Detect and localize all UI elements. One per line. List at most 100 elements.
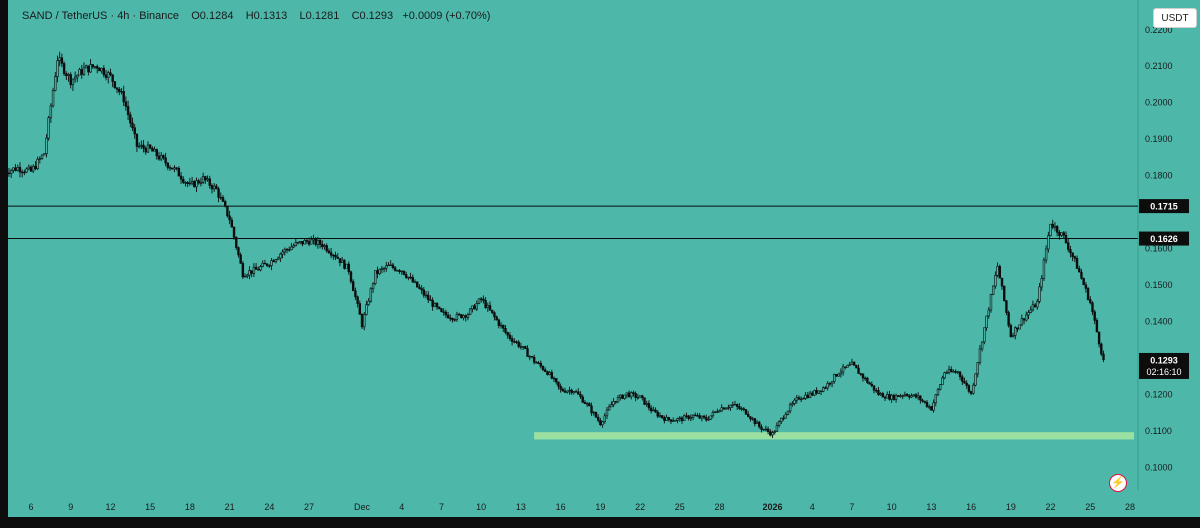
candle-body (729, 405, 732, 408)
candle-body (365, 304, 368, 315)
candle-body (961, 376, 964, 382)
candle-body (259, 266, 262, 271)
candle-body (1022, 318, 1026, 321)
candle-body (385, 265, 388, 269)
candle-body (126, 106, 130, 116)
candle-body (605, 409, 609, 417)
candle-body (824, 387, 827, 389)
candle-body (941, 377, 944, 385)
candle-body (129, 114, 132, 124)
candle-body (630, 392, 633, 398)
candle-body (841, 366, 845, 373)
candle-body (1014, 327, 1017, 336)
price-chart[interactable]: 0.2200 0.2100 0.2000 0.1900 0.1800 0.1600 0.15… (8, 0, 1200, 517)
y-tick-label: 0.1100 (1145, 426, 1172, 436)
candle-body (788, 404, 792, 412)
candle-body (901, 395, 904, 397)
candle-body (504, 327, 507, 333)
candle-body (440, 308, 443, 313)
candle-body (382, 267, 386, 270)
candle-body (221, 197, 225, 202)
candle-body (950, 368, 953, 372)
time-axis-background (8, 490, 1200, 517)
candle-body (758, 421, 761, 428)
candle-body (513, 341, 516, 343)
candle-body (939, 384, 942, 390)
candle-body (508, 334, 512, 339)
candle-body (709, 415, 712, 420)
candle-body (453, 319, 456, 321)
candle-body (791, 403, 794, 406)
candle-body (846, 365, 849, 368)
candle-body (237, 247, 240, 256)
candle-body (577, 391, 580, 395)
candle-body (974, 373, 977, 386)
candle-body (418, 286, 421, 289)
candle-body (612, 401, 615, 406)
candle-body (380, 268, 384, 270)
candle-body (888, 394, 891, 400)
chart-frame: 0.2200 0.2100 0.2000 0.1900 0.1800 0.1600 0.15… (8, 0, 1200, 517)
lightning-icon[interactable]: ⚡ (1109, 474, 1127, 492)
y-tick-label: 0.1600 (1145, 244, 1173, 254)
candle-body (241, 263, 245, 278)
candle-body (753, 418, 757, 424)
candle-body (740, 408, 743, 410)
candle-body (641, 395, 644, 398)
x-tick-label: 7 (439, 502, 444, 512)
candle-body (250, 270, 253, 274)
candle-body (177, 168, 181, 177)
candle-body (80, 69, 83, 75)
candle-body (232, 226, 236, 238)
candle-body (118, 89, 121, 93)
candle-body (111, 74, 114, 82)
currency-button[interactable]: USDT (1153, 8, 1197, 28)
candle-body (581, 396, 584, 403)
candle-body (305, 240, 309, 242)
candle-body (1080, 271, 1083, 279)
candle-body (848, 364, 851, 366)
x-tick-label: 10 (887, 502, 897, 512)
candle-body (1058, 232, 1061, 236)
candle-body (969, 391, 973, 394)
candle-body (654, 409, 657, 413)
candle-body (720, 407, 723, 412)
candle-body (340, 259, 344, 263)
symbol-label[interactable]: SAND / TetherUS (22, 10, 108, 22)
candle-body (451, 318, 454, 321)
candle-body (27, 166, 30, 170)
candle-body (879, 393, 882, 395)
candle-body (857, 367, 860, 374)
candle-body (168, 167, 172, 169)
candle-body (9, 170, 13, 174)
candle-body (671, 420, 675, 422)
candle-body (413, 281, 417, 283)
candle-body (1040, 278, 1043, 288)
candle-body (1071, 252, 1074, 257)
candle-body (687, 415, 690, 420)
candle-body (89, 64, 92, 73)
y-tick-label: 0.2000 (1145, 98, 1173, 108)
y-tick-label: 0.2100 (1145, 61, 1173, 71)
candle-body (1091, 302, 1094, 313)
x-tick-label: 13 (926, 502, 936, 512)
candle-body (243, 275, 247, 278)
candle-body (1073, 256, 1077, 259)
candle-body (837, 373, 840, 377)
candle-body (777, 421, 781, 426)
candle-body (486, 305, 490, 308)
candle-body (488, 305, 492, 311)
candle-body (570, 389, 573, 394)
candle-body (963, 381, 966, 384)
candle-body (261, 262, 264, 267)
candle-body (378, 269, 381, 274)
interval-label[interactable]: 4h (117, 10, 130, 22)
candle-body (473, 305, 476, 310)
candle-body (1064, 234, 1068, 243)
candle-body (1038, 286, 1041, 302)
candle-body (285, 248, 289, 251)
candle-body (574, 391, 578, 393)
candle-body (766, 428, 770, 432)
candle-body (1009, 325, 1013, 337)
candle-body (8, 172, 11, 174)
